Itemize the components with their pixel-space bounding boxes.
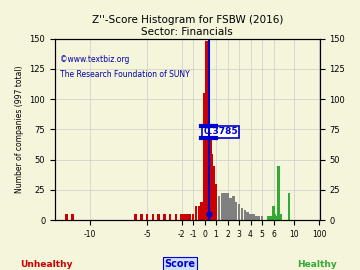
Bar	[235, 202, 237, 220]
Bar	[288, 194, 290, 220]
Bar	[203, 93, 206, 220]
Text: The Research Foundation of SUNY: The Research Foundation of SUNY	[60, 70, 190, 79]
Bar	[183, 214, 186, 220]
Bar	[71, 214, 73, 220]
Bar	[229, 198, 232, 220]
Bar	[224, 194, 226, 220]
Bar	[211, 154, 213, 220]
Bar	[240, 208, 243, 220]
Bar	[207, 99, 210, 220]
Bar	[261, 217, 263, 220]
Text: 0.3785: 0.3785	[203, 127, 238, 136]
Bar	[218, 196, 220, 220]
Bar	[221, 194, 223, 220]
Bar	[275, 217, 277, 220]
Bar	[192, 214, 194, 220]
Bar	[243, 210, 246, 220]
Bar	[205, 41, 208, 220]
Bar	[134, 214, 137, 220]
Bar	[272, 205, 275, 220]
Bar	[215, 184, 217, 220]
Bar	[274, 214, 276, 220]
Y-axis label: Number of companies (997 total): Number of companies (997 total)	[15, 66, 24, 193]
Bar	[201, 202, 203, 220]
Bar	[255, 217, 257, 220]
Bar	[269, 217, 272, 220]
Bar	[209, 129, 212, 220]
Text: Healthy: Healthy	[297, 260, 337, 269]
Bar	[198, 205, 200, 220]
Bar	[175, 214, 177, 220]
Bar	[258, 217, 260, 220]
Bar	[246, 212, 249, 220]
Bar	[169, 214, 171, 220]
Bar	[212, 166, 215, 220]
Bar	[266, 217, 269, 220]
Bar	[226, 194, 229, 220]
Bar	[146, 214, 148, 220]
Text: Score: Score	[165, 259, 195, 269]
Bar	[252, 214, 255, 220]
Bar	[163, 214, 166, 220]
Bar	[189, 214, 192, 220]
Title: Z''-Score Histogram for FSBW (2016)
Sector: Financials: Z''-Score Histogram for FSBW (2016) Sect…	[91, 15, 283, 37]
Bar	[195, 205, 197, 220]
Bar	[249, 214, 252, 220]
Text: Unhealthy: Unhealthy	[21, 260, 73, 269]
Bar	[180, 214, 183, 220]
Bar	[157, 214, 160, 220]
Bar	[140, 214, 143, 220]
Bar	[232, 196, 235, 220]
Bar	[277, 166, 280, 220]
Bar	[65, 214, 68, 220]
Bar	[152, 214, 154, 220]
Text: ©www.textbiz.org: ©www.textbiz.org	[60, 55, 130, 64]
Bar	[186, 214, 189, 220]
Bar	[238, 204, 240, 220]
Bar	[280, 214, 283, 220]
